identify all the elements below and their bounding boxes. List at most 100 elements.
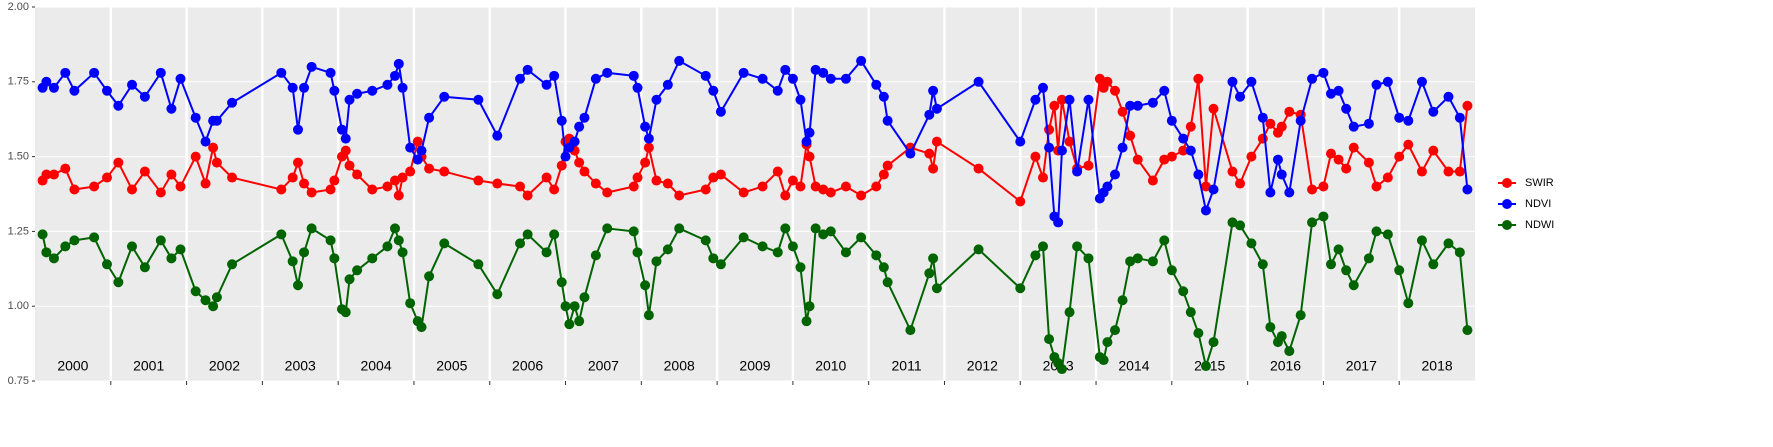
point xyxy=(439,91,450,102)
point xyxy=(1326,148,1336,159)
point xyxy=(1295,115,1306,126)
point xyxy=(292,124,303,135)
year-label: 2004 xyxy=(360,358,391,374)
point xyxy=(1049,100,1060,111)
point xyxy=(48,169,59,180)
point xyxy=(48,82,59,93)
point xyxy=(1056,94,1067,105)
point xyxy=(390,223,400,234)
point xyxy=(1326,259,1336,270)
point xyxy=(1295,310,1306,321)
point xyxy=(643,133,654,144)
point xyxy=(113,277,124,288)
point xyxy=(190,286,201,297)
point xyxy=(397,172,408,183)
point xyxy=(1072,166,1083,177)
point xyxy=(825,73,836,84)
point xyxy=(1348,142,1359,153)
point xyxy=(344,160,355,171)
point xyxy=(439,238,450,249)
point xyxy=(738,232,749,243)
point xyxy=(292,157,303,168)
point xyxy=(825,226,836,237)
point xyxy=(175,244,186,255)
point xyxy=(818,184,829,195)
point xyxy=(772,85,783,96)
point xyxy=(1064,94,1075,105)
legend-label: NDWI xyxy=(1525,219,1554,231)
point xyxy=(1083,160,1094,171)
point xyxy=(439,166,450,177)
point xyxy=(905,325,916,336)
point xyxy=(931,136,942,147)
point xyxy=(344,274,355,285)
point xyxy=(556,115,567,126)
point xyxy=(287,82,298,93)
point xyxy=(37,229,48,240)
point xyxy=(1178,286,1189,297)
point xyxy=(1307,184,1318,195)
point xyxy=(329,85,340,96)
point xyxy=(1132,154,1143,165)
point xyxy=(166,253,177,264)
point xyxy=(1462,325,1473,336)
point xyxy=(662,244,673,255)
point xyxy=(738,187,749,198)
point xyxy=(390,175,400,186)
point xyxy=(1200,181,1211,192)
point xyxy=(1462,100,1473,111)
point xyxy=(1125,130,1136,141)
point xyxy=(1193,169,1204,180)
point xyxy=(780,64,791,75)
point xyxy=(1208,103,1219,114)
point xyxy=(1053,217,1064,228)
point xyxy=(390,70,400,81)
point xyxy=(856,232,867,243)
point xyxy=(102,172,112,183)
point xyxy=(1257,133,1268,144)
point xyxy=(424,271,435,282)
point xyxy=(473,259,484,270)
point xyxy=(329,253,340,264)
point xyxy=(931,283,942,294)
point xyxy=(306,61,317,72)
point xyxy=(515,73,526,84)
point xyxy=(1246,76,1257,87)
year-label: 2016 xyxy=(1270,358,1301,374)
point xyxy=(700,184,711,195)
point xyxy=(405,142,416,153)
point xyxy=(1110,169,1120,180)
point xyxy=(871,250,882,261)
point xyxy=(211,292,222,303)
point xyxy=(871,79,882,90)
legend-marker xyxy=(1502,178,1512,188)
point xyxy=(102,259,112,270)
point xyxy=(1166,265,1177,276)
point xyxy=(1428,259,1439,270)
point xyxy=(715,259,726,270)
point xyxy=(1307,73,1318,84)
point xyxy=(1348,121,1359,132)
point xyxy=(1044,334,1055,345)
point xyxy=(1083,94,1094,105)
point xyxy=(579,112,590,123)
point xyxy=(340,307,351,318)
year-label: 2017 xyxy=(1346,358,1377,374)
y-tick-label: 2.00 xyxy=(8,1,29,13)
point xyxy=(412,154,423,165)
point xyxy=(1272,154,1283,165)
point xyxy=(1333,154,1344,165)
point xyxy=(41,76,52,87)
point xyxy=(931,103,942,114)
point xyxy=(1030,151,1041,162)
point xyxy=(60,67,71,78)
point xyxy=(1416,166,1427,177)
point xyxy=(1235,91,1246,102)
point xyxy=(1371,181,1382,192)
point xyxy=(139,262,150,273)
point xyxy=(878,262,889,273)
point xyxy=(590,250,601,261)
point xyxy=(840,181,851,192)
point xyxy=(674,223,685,234)
point xyxy=(1125,100,1136,111)
